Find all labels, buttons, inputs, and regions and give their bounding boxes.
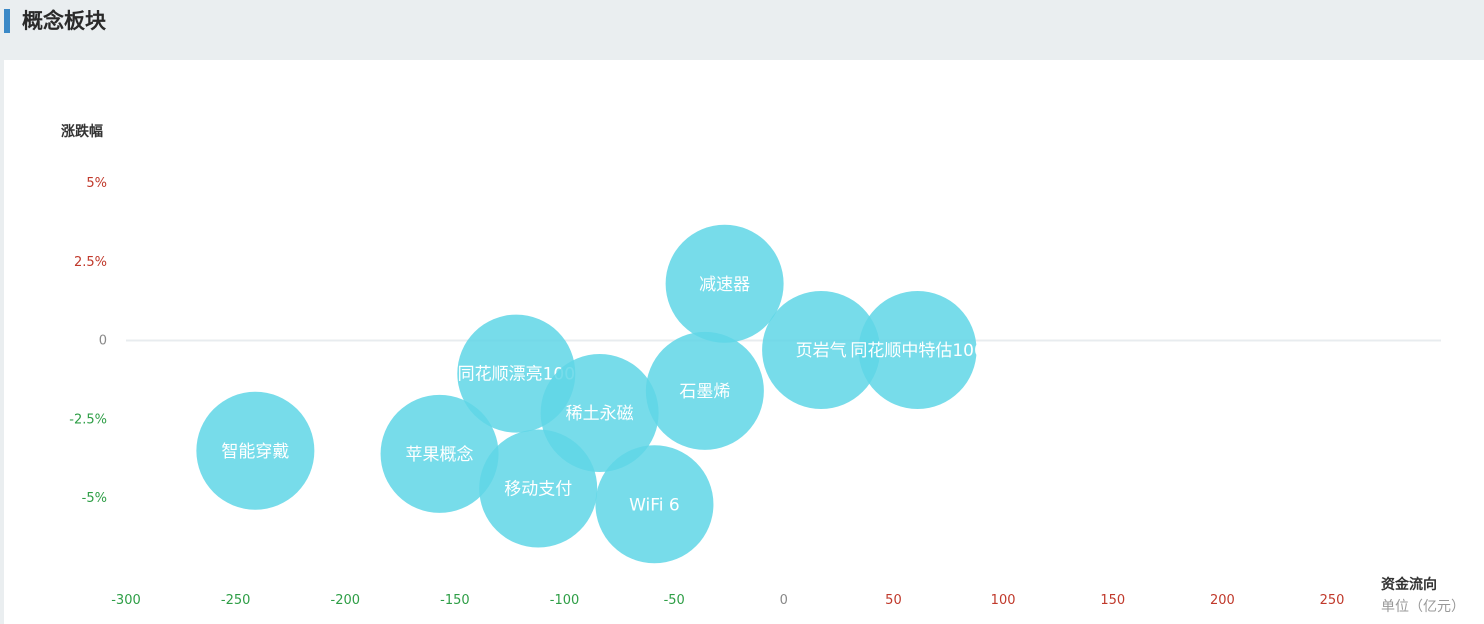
bubble-label: 苹果概念 bbox=[406, 444, 474, 465]
bubble-circle[interactable] bbox=[858, 290, 977, 409]
bubble-circle[interactable] bbox=[595, 445, 714, 564]
x-tick-label: 0 bbox=[780, 593, 788, 608]
bubble-circle[interactable] bbox=[196, 391, 315, 510]
x-tick-label: -150 bbox=[440, 593, 470, 608]
bubble-circle[interactable] bbox=[645, 331, 764, 450]
section-header: 概念板块 bbox=[0, 0, 1484, 60]
y-tick-label: 2.5% bbox=[74, 255, 107, 270]
x-tick-label: -100 bbox=[550, 593, 580, 608]
y-axis-title: 涨跌幅 bbox=[61, 124, 103, 140]
bubble[interactable]: 苹果概念 bbox=[380, 394, 499, 513]
x-tick-label: 150 bbox=[1100, 593, 1125, 608]
bubble-circle[interactable] bbox=[380, 394, 499, 513]
bubble-label: 页岩气 bbox=[796, 341, 847, 361]
x-tick-label: -50 bbox=[664, 593, 685, 608]
x-tick-label: -250 bbox=[221, 593, 251, 608]
x-tick-label: -300 bbox=[111, 593, 141, 608]
x-tick-label: 50 bbox=[885, 593, 902, 608]
header-accent-bar bbox=[4, 9, 10, 33]
y-tick-label: 0 bbox=[99, 334, 107, 349]
x-tick-label: -200 bbox=[331, 593, 361, 608]
bubble-circle[interactable] bbox=[665, 224, 784, 343]
bubble[interactable]: 减速器 bbox=[665, 224, 784, 343]
bubble-circle[interactable] bbox=[762, 290, 881, 409]
bubble-label: 石墨烯 bbox=[679, 382, 730, 402]
bubble-label: 稀土永磁 bbox=[566, 404, 634, 424]
bubble[interactable]: 同花顺中特估100 bbox=[850, 290, 985, 409]
y-tick-label: -5% bbox=[82, 491, 107, 506]
bubble-label: 同花顺中特估100 bbox=[850, 341, 984, 361]
y-tick-label: -2.5% bbox=[69, 412, 107, 427]
bubble[interactable]: 移动支付 bbox=[479, 429, 598, 548]
bubble[interactable]: 石墨烯 bbox=[645, 331, 764, 450]
chart-panel bbox=[4, 60, 1484, 624]
section-title: 概念板块 bbox=[22, 9, 106, 33]
bubble[interactable]: 页岩气 bbox=[762, 290, 881, 409]
bubble-label: 同花顺漂亮100 bbox=[458, 365, 575, 385]
bubble-label: WiFi 6 bbox=[629, 495, 680, 515]
bubble[interactable]: WiFi 6 bbox=[595, 445, 714, 564]
x-tick-label: 100 bbox=[991, 593, 1016, 608]
x-axis-unit: 单位（亿元） bbox=[1381, 599, 1465, 615]
x-axis-title: 资金流向 bbox=[1381, 577, 1437, 593]
x-tick-label: 250 bbox=[1320, 593, 1345, 608]
bubble-label: 移动支付 bbox=[504, 480, 572, 500]
bubble-label: 减速器 bbox=[699, 275, 750, 295]
bubble[interactable]: 智能穿戴 bbox=[196, 391, 315, 510]
bubble-circle[interactable] bbox=[479, 429, 598, 548]
x-tick-label: 200 bbox=[1210, 593, 1235, 608]
y-tick-label: 5% bbox=[86, 176, 107, 191]
bubble-label: 智能穿戴 bbox=[221, 442, 289, 462]
